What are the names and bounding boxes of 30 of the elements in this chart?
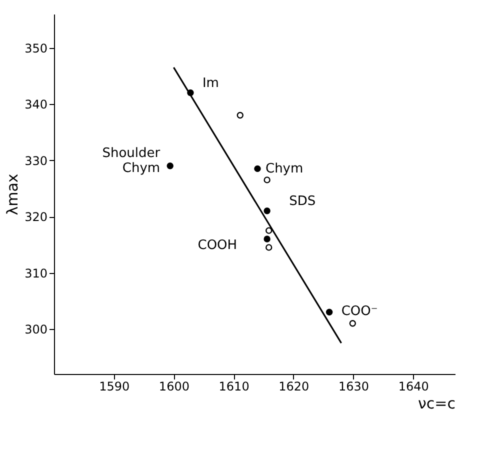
point (254, 165, 261, 172)
point (166, 162, 174, 170)
x-axis-title: νc=c (418, 394, 456, 412)
x-tick-label: 1640 (398, 380, 429, 394)
point (349, 320, 356, 327)
point (326, 308, 333, 316)
point (264, 236, 270, 242)
y-tick-label: 310 (24, 266, 48, 280)
annotation: Chym (265, 162, 304, 177)
point (236, 112, 244, 119)
x-tick-label: 1610 (218, 380, 250, 394)
y-tick-label: 300 (24, 322, 48, 336)
point (264, 208, 270, 214)
y-axis-title: λmax (4, 174, 22, 216)
y-tick-label: 340 (24, 98, 48, 112)
point (264, 176, 270, 184)
x-tick-label: 1620 (278, 380, 310, 394)
point (266, 227, 272, 234)
x-tick-label: 1600 (158, 380, 190, 394)
x-tick-label: 1590 (99, 380, 130, 394)
y-tick-label: 330 (24, 154, 48, 168)
x-tick-label: 1630 (338, 380, 370, 394)
annotation: COOH (198, 238, 238, 253)
annotation: Im (202, 76, 219, 91)
point (266, 244, 272, 251)
y-tick-label: 350 (24, 41, 48, 56)
y-tick-label: 320 (24, 210, 48, 224)
annotation: Shoulder Chym (102, 146, 161, 176)
annotation: SDS (289, 194, 316, 209)
annotation: COO⁻ (341, 304, 378, 320)
